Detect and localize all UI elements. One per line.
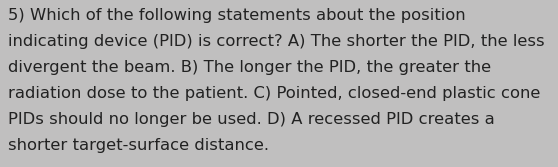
Text: shorter target-surface distance.: shorter target-surface distance.: [8, 138, 270, 153]
Text: divergent the beam. B) The longer the PID, the greater the: divergent the beam. B) The longer the PI…: [8, 60, 492, 75]
Text: PIDs should no longer be used. D) A recessed PID creates a: PIDs should no longer be used. D) A rece…: [8, 112, 495, 127]
Text: indicating device (PID) is correct? A) The shorter the PID, the less: indicating device (PID) is correct? A) T…: [8, 34, 545, 49]
Text: radiation dose to the patient. C) Pointed, closed-end plastic cone: radiation dose to the patient. C) Pointe…: [8, 86, 541, 101]
Text: 5) Which of the following statements about the position: 5) Which of the following statements abo…: [8, 8, 466, 23]
